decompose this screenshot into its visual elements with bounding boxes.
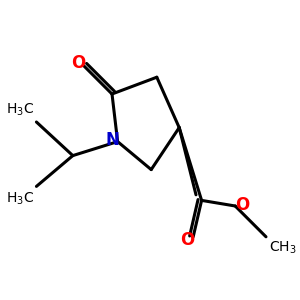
- Text: CH$_3$: CH$_3$: [269, 240, 296, 256]
- Text: N: N: [105, 131, 119, 149]
- Text: O: O: [235, 196, 249, 214]
- Text: O: O: [71, 54, 85, 72]
- Text: H$_3$C: H$_3$C: [5, 101, 34, 118]
- Text: O: O: [181, 231, 195, 249]
- Text: H$_3$C: H$_3$C: [5, 190, 34, 207]
